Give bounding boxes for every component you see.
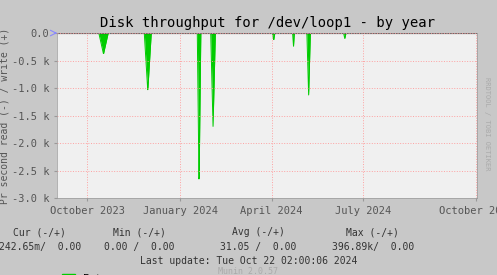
Text: RRDTOOL / TOBI OETIKER: RRDTOOL / TOBI OETIKER: [484, 77, 490, 170]
Text: 31.05 /  0.00: 31.05 / 0.00: [220, 242, 297, 252]
Text: Avg (-/+): Avg (-/+): [232, 227, 285, 237]
Text: Max (-/+): Max (-/+): [346, 227, 399, 237]
Text: Min (-/+): Min (-/+): [113, 227, 166, 237]
Title: Disk throughput for /dev/loop1 - by year: Disk throughput for /dev/loop1 - by year: [99, 16, 435, 31]
Y-axis label: Pr second read (-) / write (+): Pr second read (-) / write (+): [0, 28, 9, 204]
Text: Munin 2.0.57: Munin 2.0.57: [219, 267, 278, 275]
Text: Last update: Tue Oct 22 02:00:06 2024: Last update: Tue Oct 22 02:00:06 2024: [140, 256, 357, 266]
Text: 396.89k/  0.00: 396.89k/ 0.00: [331, 242, 414, 252]
Text: 242.65m/  0.00: 242.65m/ 0.00: [0, 242, 81, 252]
Text: 0.00 /  0.00: 0.00 / 0.00: [104, 242, 174, 252]
Text: Cur (-/+): Cur (-/+): [13, 227, 66, 237]
Legend: Bytes: Bytes: [58, 270, 117, 275]
